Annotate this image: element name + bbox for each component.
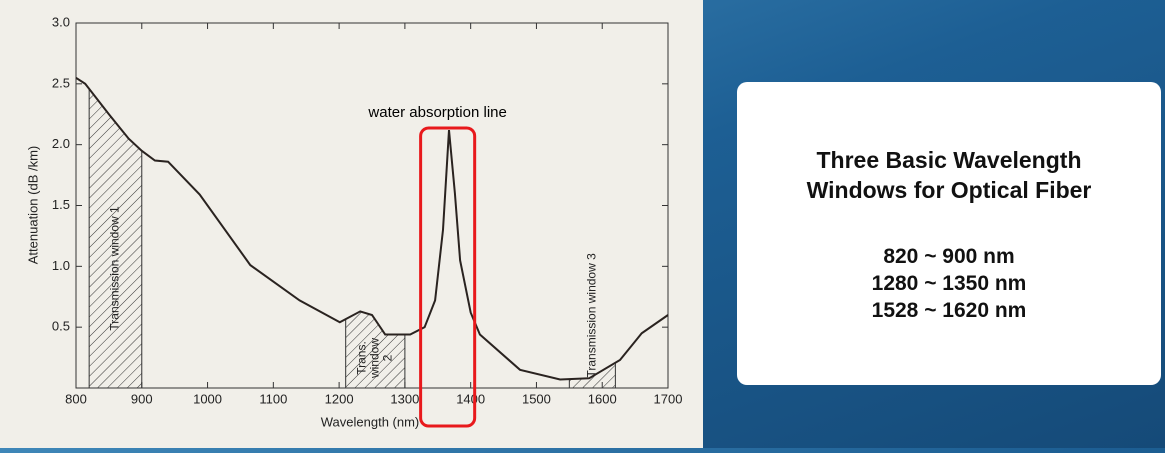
- window-label: Transmission window 1: [108, 206, 122, 331]
- window-label: Transmission window 3: [585, 253, 599, 378]
- chart-photo: Wavelength (nm) Attenuation (dB /km) 0.5…: [0, 0, 703, 448]
- heading-line: Windows for Optical Fiber: [806, 177, 1092, 203]
- window-label: window: [367, 338, 381, 379]
- window-label: 2: [380, 354, 394, 361]
- heading-line: Three Basic Wavelength: [816, 147, 1082, 173]
- x-tick-label: 1600: [588, 391, 617, 406]
- x-tick-label: 1700: [654, 391, 683, 406]
- x-tick-label: 1100: [259, 391, 287, 406]
- y-tick-label: 0.5: [52, 319, 70, 334]
- y-tick-label: 1.5: [52, 197, 70, 212]
- y-tick-label: 2.0: [52, 136, 70, 151]
- y-tick-label: 2.5: [52, 75, 70, 90]
- x-tick-label: 1300: [390, 391, 419, 406]
- x-tick-label: 1400: [456, 391, 485, 406]
- x-tick-label: 1000: [193, 391, 222, 406]
- text-box: Three Basic Wavelength Windows for Optic…: [737, 82, 1161, 385]
- attenuation-line: [75, 76, 669, 381]
- highlight-label: water absorption line: [367, 104, 506, 121]
- range-line: 1280 ~ 1350 nm: [871, 272, 1027, 295]
- range-line: 820 ~ 900 nm: [883, 245, 1015, 268]
- x-tick-label: 1200: [325, 391, 354, 406]
- x-tick-label: 1500: [522, 391, 551, 406]
- y-tick-label: 1.0: [52, 258, 70, 273]
- x-axis-label: Wavelength (nm): [321, 414, 420, 429]
- x-tick-label: 800: [65, 391, 87, 406]
- window-label: Trans.: [354, 341, 368, 375]
- y-axis-label: Attenuation (dB /km): [25, 146, 40, 265]
- chart: Wavelength (nm) Attenuation (dB /km) 0.5…: [25, 14, 683, 429]
- y-tick-label: 3.0: [52, 14, 70, 29]
- x-tick-label: 900: [131, 391, 153, 406]
- highlight-box: [419, 126, 477, 428]
- range-line: 1528 ~ 1620 nm: [871, 299, 1027, 322]
